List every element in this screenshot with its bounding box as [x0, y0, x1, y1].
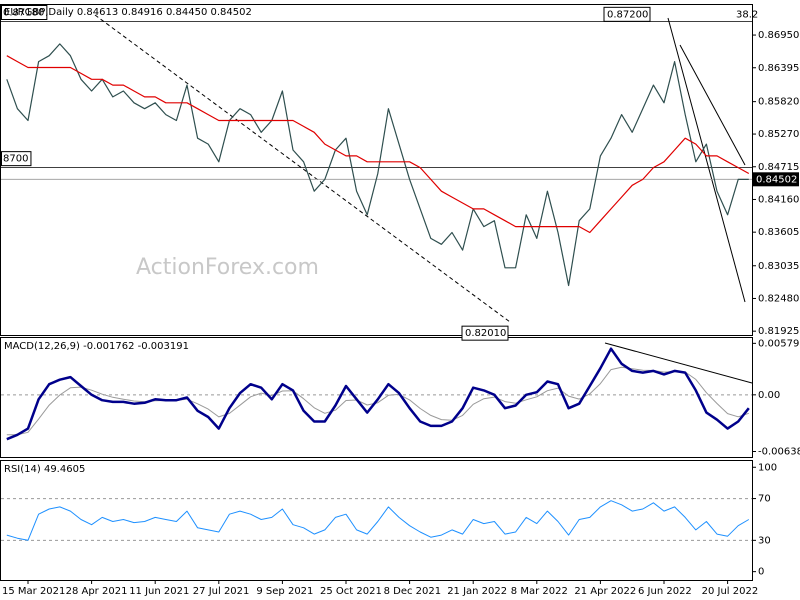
series-line	[6, 366, 749, 436]
y-tick-label: 0.85820	[758, 97, 799, 108]
rsi-panel	[0, 460, 753, 581]
x-tick-label: 21 Jan 2022	[447, 586, 507, 597]
extreme-label-box	[461, 325, 509, 341]
y-tick-label: 0.005798	[758, 338, 800, 349]
series-line	[6, 43, 749, 287]
macd-trend-line	[604, 342, 753, 384]
y-tick-label: 0.84715	[758, 162, 799, 173]
price-label: 0.84502	[756, 174, 797, 185]
x-tick-label: 6 Jun 2022	[638, 586, 692, 597]
level-label: 0.87180	[3, 8, 44, 19]
y-tick-label: 0.85270	[758, 129, 799, 140]
y-tick-label: 0.81925	[758, 326, 799, 337]
y-tick-label: 0.84160	[758, 194, 799, 205]
x-tick-label: 8 Dec 2021	[384, 586, 442, 597]
price-panel	[0, 4, 753, 336]
y-tick-label: 0.82480	[758, 293, 799, 304]
macd-panel	[0, 337, 753, 458]
x-tick-label: 9 Sep 2021	[256, 586, 313, 597]
extreme-label: 0.87200	[607, 9, 648, 20]
x-tick-label: 20 Jul 2022	[702, 586, 759, 597]
x-tick-label: 11 Jun 2021	[129, 586, 189, 597]
level-label-box	[1, 5, 48, 20]
y-tick-label: 0.00	[758, 390, 780, 401]
x-tick-label: 15 Mar 2021	[2, 586, 65, 597]
level-label: 8700	[3, 154, 28, 165]
y-tick-label: 30	[758, 535, 771, 546]
channel-line	[679, 44, 746, 166]
y-tick-label: 100	[758, 462, 777, 473]
x-tick-label: 25 Oct 2021	[320, 586, 382, 597]
x-tick-label: 21 Apr 2022	[574, 586, 636, 597]
extreme-label: 0.82010	[465, 328, 506, 339]
series-line	[6, 500, 750, 541]
y-tick-label: 0	[758, 567, 764, 578]
x-tick-label: 27 Jul 2021	[193, 586, 250, 597]
x-tick-label: 8 Mar 2022	[511, 586, 568, 597]
rsi-title: RSI(14) 49.4605	[4, 464, 85, 475]
trend-line	[94, 14, 511, 323]
macd-title: MACD(12,26,9) -0.001762 -0.003191	[4, 341, 189, 352]
channel-line	[667, 17, 746, 303]
watermark: ActionForex.com	[136, 255, 319, 280]
y-tick-label: 70	[758, 494, 771, 505]
extreme-label-box	[603, 6, 651, 22]
fib-label: 38.2	[736, 10, 758, 21]
series-line	[6, 55, 750, 234]
y-tick-label: 0.86395	[758, 63, 799, 74]
series-line	[6, 347, 750, 441]
x-tick-label: 28 Apr 2021	[66, 586, 128, 597]
y-tick-label: 0.83035	[758, 261, 799, 272]
chart-title: EURGBP,Daily 0.84613 0.84916 0.84450 0.8…	[4, 7, 252, 18]
y-tick-label: 0.83605	[758, 227, 799, 238]
price-label-box	[753, 172, 799, 187]
level-label-box	[1, 151, 32, 167]
y-tick-label: 0.86950	[758, 30, 799, 41]
